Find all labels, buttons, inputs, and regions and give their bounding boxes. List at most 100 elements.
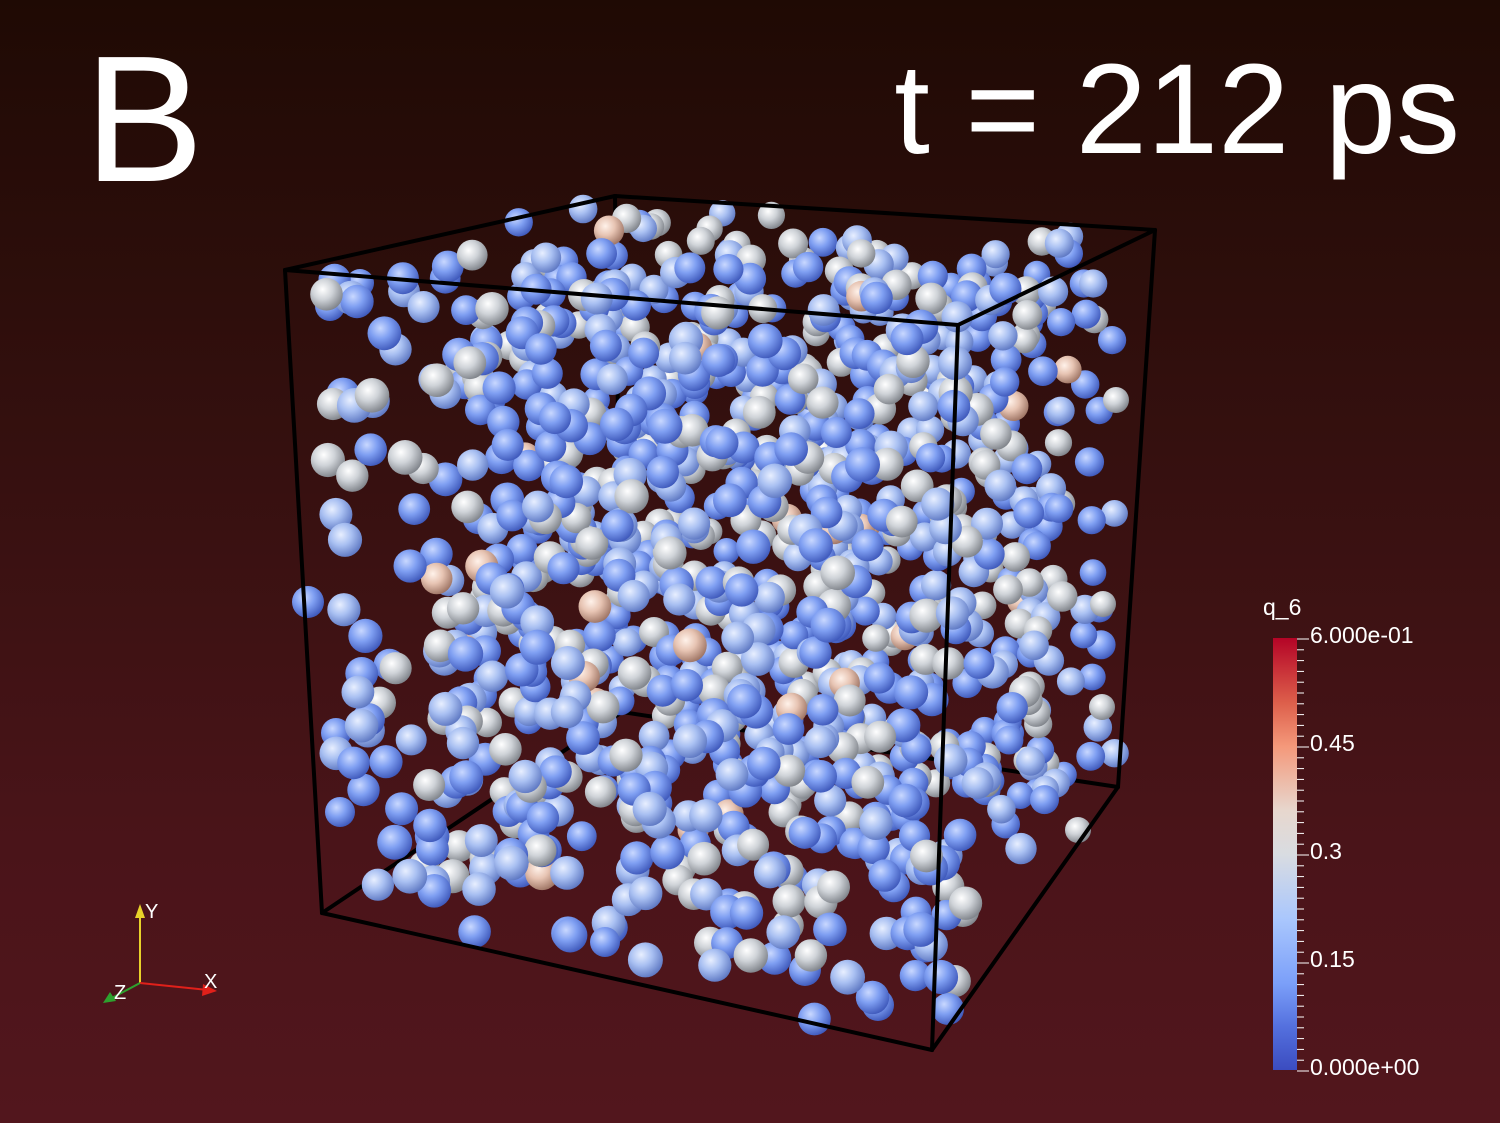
atom-sphere xyxy=(915,443,946,473)
atom-sphere xyxy=(1047,308,1076,337)
atom-sphere xyxy=(367,316,402,351)
atom-sphere xyxy=(1054,355,1082,384)
atom-sphere xyxy=(449,760,484,795)
atom-sphere xyxy=(586,690,620,724)
colorbar-tick-label: 0.45 xyxy=(1310,730,1355,756)
atom-sphere xyxy=(1083,713,1113,742)
atom-sphere xyxy=(578,590,612,623)
atom-sphere xyxy=(713,254,744,285)
atom-sphere xyxy=(638,720,670,752)
colorbar-title: q_6 xyxy=(1263,594,1302,620)
atom-sphere xyxy=(428,691,463,726)
atom-sphere xyxy=(387,440,423,475)
atom-sphere xyxy=(379,652,412,685)
atom-sphere xyxy=(344,708,379,743)
atom-sphere xyxy=(857,831,890,865)
atom-sphere xyxy=(550,856,584,890)
atom-sphere xyxy=(678,507,711,540)
atom-sphere xyxy=(766,915,801,950)
atom-sphere xyxy=(489,733,522,766)
atom-sphere xyxy=(508,759,542,794)
atom-sphere xyxy=(862,624,890,652)
atom-sphere xyxy=(996,692,1028,724)
atom-sphere xyxy=(686,226,715,255)
atom-sphere xyxy=(1044,429,1073,457)
atom-sphere xyxy=(632,791,667,827)
atom-sphere xyxy=(453,346,487,380)
atom-sphere xyxy=(868,859,901,892)
atom-sphere xyxy=(526,801,560,835)
atom-sphere xyxy=(994,725,1024,755)
atom-sphere xyxy=(961,767,994,800)
atom-sphere xyxy=(494,845,529,881)
atom-sphere xyxy=(729,896,764,930)
atom-sphere xyxy=(534,430,567,463)
atom-sphere xyxy=(1044,494,1074,523)
box-edge xyxy=(956,228,1157,327)
box-edge xyxy=(930,323,960,1052)
orientation-axes xyxy=(103,904,217,1003)
atom-sphere xyxy=(843,398,875,429)
atom-sphere xyxy=(860,281,893,315)
box-edge xyxy=(613,194,1157,232)
atom-sphere xyxy=(340,284,374,319)
atom-sphere xyxy=(757,201,786,229)
atom-sphere xyxy=(921,487,955,521)
atom-sphere xyxy=(851,529,884,562)
box-edge xyxy=(283,268,324,915)
atom-sphere xyxy=(550,646,585,680)
atom-sphere xyxy=(910,839,943,873)
atom-sphere xyxy=(990,344,1022,375)
atom-sphere xyxy=(420,562,453,595)
box-front-edges xyxy=(283,194,1157,1052)
atom-sphere xyxy=(614,479,649,514)
atom-sphere xyxy=(458,915,491,948)
atom-sphere xyxy=(804,725,837,759)
atom-sphere xyxy=(987,794,1016,824)
atom-sphere xyxy=(420,537,453,571)
atom-sphere xyxy=(915,282,948,315)
atom-spheres xyxy=(292,194,1129,1036)
atom-sphere xyxy=(903,911,939,947)
atom-sphere xyxy=(337,746,370,780)
box-edge xyxy=(283,268,960,327)
atom-sphere xyxy=(628,876,663,911)
atom-sphere xyxy=(1012,300,1043,330)
atom-sphere xyxy=(740,642,775,676)
atom-sphere xyxy=(524,834,557,867)
atom-sphere xyxy=(850,596,880,626)
atom-sphere xyxy=(476,660,509,693)
atom-sphere xyxy=(513,449,545,482)
atom-sphere xyxy=(413,769,446,801)
colorbar-max-label: 6.000e-01 xyxy=(1310,622,1414,648)
atom-sphere xyxy=(491,428,524,461)
atom-sphere xyxy=(341,675,375,709)
atom-sphere xyxy=(673,628,707,663)
atom-sphere xyxy=(539,755,572,788)
atom-sphere xyxy=(506,534,538,566)
colorbar-ticks xyxy=(1297,638,1309,1072)
y-axis-arrow xyxy=(135,904,145,918)
atom-sphere xyxy=(647,408,683,444)
atom-sphere xyxy=(721,621,755,655)
atom-sphere xyxy=(420,363,454,398)
atom-sphere xyxy=(713,483,747,518)
atom-sphere xyxy=(899,960,931,992)
atom-sphere xyxy=(650,835,685,870)
atom-sphere xyxy=(446,726,480,760)
atom-sphere xyxy=(798,528,833,563)
atom-sphere xyxy=(325,797,355,827)
atom-sphere xyxy=(806,694,839,726)
atom-sphere xyxy=(810,607,846,643)
atom-sphere xyxy=(1071,299,1101,329)
atom-sphere xyxy=(772,713,805,745)
atom-sphere xyxy=(990,367,1020,397)
atom-sphere xyxy=(1089,694,1115,720)
atom-sphere xyxy=(935,596,970,630)
atom-sphere xyxy=(520,605,555,639)
atom-sphere xyxy=(457,449,489,481)
atom-sphere xyxy=(794,939,828,972)
atom-sphere xyxy=(451,490,484,524)
x-axis-line xyxy=(139,982,209,991)
